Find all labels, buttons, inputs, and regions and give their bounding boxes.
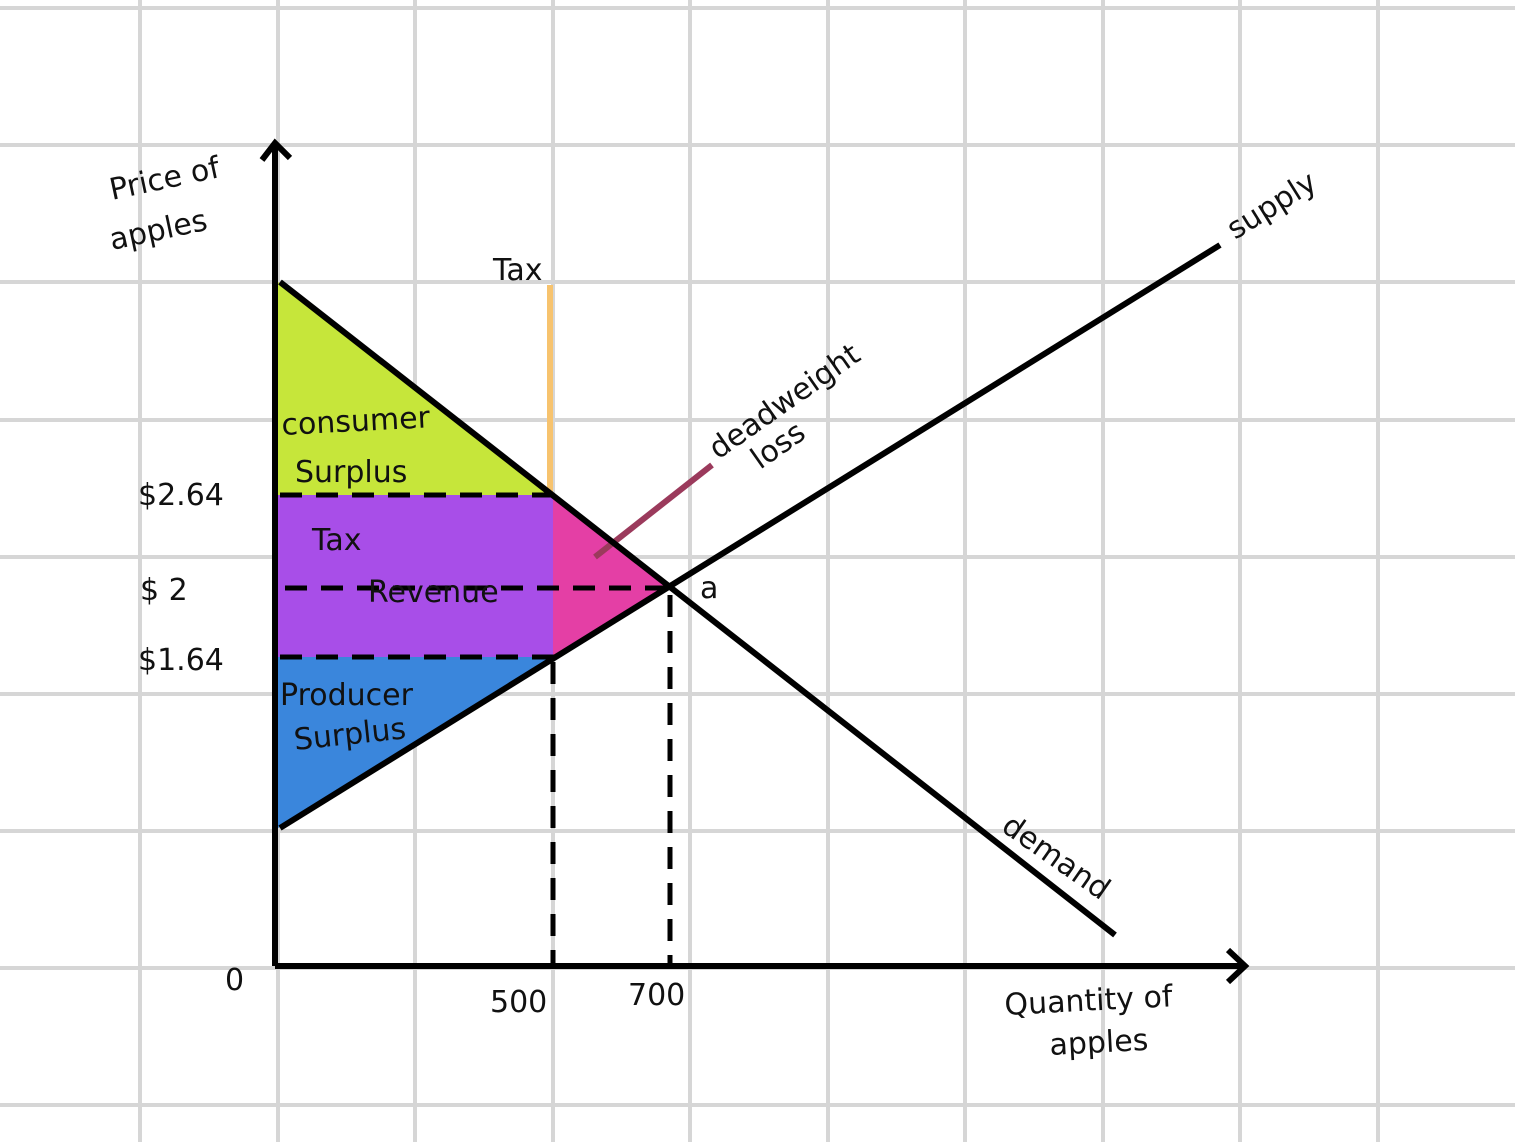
curve-label: supply — [1221, 165, 1323, 247]
region-label: Revenue — [368, 575, 499, 610]
origin-label: 0 — [225, 963, 244, 998]
guide-lines — [280, 492, 673, 966]
quantity-label: 500 — [490, 985, 547, 1020]
curve-label: Tax — [492, 253, 543, 288]
region-label: Tax — [311, 523, 362, 558]
quantity-label: 700 — [628, 978, 685, 1013]
demand-curve — [278, 279, 1117, 938]
x-axis-label: Quantity of — [1004, 979, 1175, 1023]
deadweight-loss-area — [553, 495, 670, 657]
price-label: $1.64 — [138, 643, 224, 678]
y-axis-label: apples — [106, 203, 210, 258]
price-label: $2.64 — [138, 478, 224, 513]
price-label: $ 2 — [140, 573, 188, 608]
region-label: consumer — [281, 400, 432, 443]
supply-curve — [278, 242, 1222, 831]
tax-revenue-area — [278, 495, 553, 657]
region-label: Producer — [280, 678, 414, 713]
point-label: a — [700, 571, 718, 606]
y-axis-label: Price of — [106, 150, 224, 208]
axes — [259, 138, 1250, 985]
region-label: Surplus — [295, 455, 407, 490]
x-axis-label: apples — [1049, 1023, 1150, 1063]
